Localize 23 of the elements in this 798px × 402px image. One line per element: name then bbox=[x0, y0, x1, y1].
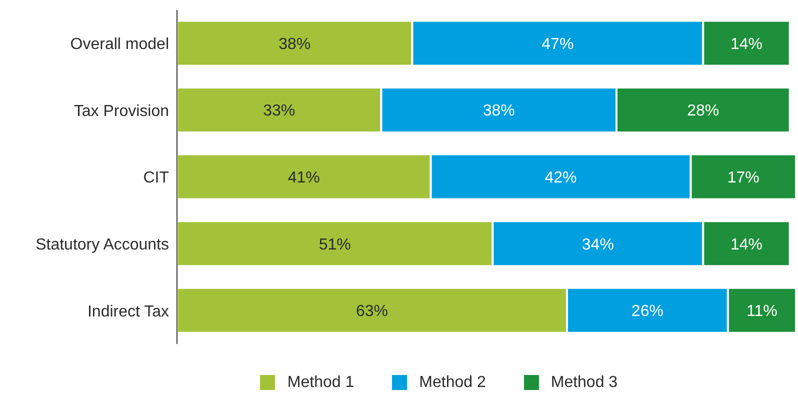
y-tick-label: Tax Provision bbox=[74, 102, 169, 120]
data-label: 26% bbox=[631, 303, 664, 320]
data-label: 14% bbox=[730, 36, 762, 53]
legend-label: Method 3 bbox=[550, 374, 618, 391]
data-label: 14% bbox=[730, 236, 762, 254]
y-tick-label: CIT bbox=[143, 170, 170, 187]
data-label: 63% bbox=[356, 303, 388, 320]
legend-label: Method 1 bbox=[287, 374, 354, 391]
data-label: 47% bbox=[542, 36, 574, 53]
data-label: 33% bbox=[263, 102, 296, 120]
data-label: 41% bbox=[288, 169, 320, 186]
data-label: 28% bbox=[687, 102, 720, 120]
data-label: 17% bbox=[727, 169, 760, 186]
data-label: 11% bbox=[746, 303, 778, 320]
data-label: 51% bbox=[318, 236, 351, 254]
y-tick-label: Overall model bbox=[70, 36, 169, 54]
y-tick-label: Statutory Accounts bbox=[36, 236, 169, 254]
data-label: 42% bbox=[544, 169, 577, 186]
data-label: 38% bbox=[278, 36, 311, 53]
data-label: 38% bbox=[482, 102, 515, 120]
data-label: 34% bbox=[582, 236, 614, 254]
legend-label: Method 2 bbox=[419, 374, 486, 391]
y-tick-label: Indirect Tax bbox=[87, 303, 169, 320]
